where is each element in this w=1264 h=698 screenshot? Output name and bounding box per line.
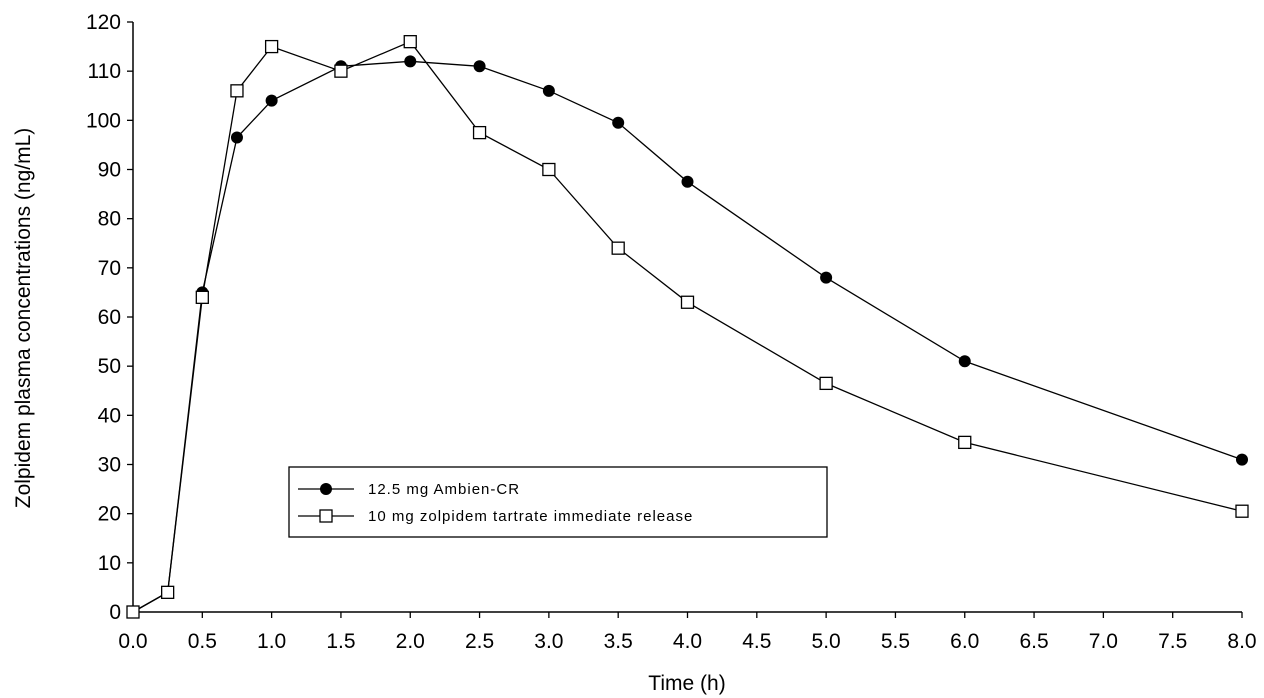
x-tick-label: 6.5 bbox=[1019, 630, 1048, 653]
x-tick-label: 3.0 bbox=[534, 630, 563, 653]
data-point-series-1 bbox=[265, 94, 278, 107]
data-point-series-2 bbox=[195, 290, 209, 304]
y-tick-label: 0 bbox=[109, 601, 121, 624]
y-tick-label: 70 bbox=[98, 257, 121, 280]
data-point-series-2 bbox=[126, 605, 140, 619]
x-tick-label: 6.0 bbox=[950, 630, 979, 653]
data-point-series-2 bbox=[1235, 504, 1249, 518]
legend-label-zolpidem: 10 mg zolpidem tartrate immediate releas… bbox=[368, 508, 693, 525]
legend-marker-zolpidem bbox=[319, 509, 333, 523]
y-tick-label: 90 bbox=[98, 159, 121, 182]
x-tick-label: 7.0 bbox=[1089, 630, 1118, 653]
x-tick-label: 4.5 bbox=[742, 630, 771, 653]
x-tick-label: 3.5 bbox=[604, 630, 633, 653]
x-tick-label: 1.0 bbox=[257, 630, 286, 653]
x-tick-label: 2.0 bbox=[396, 630, 425, 653]
data-point-series-2 bbox=[680, 295, 695, 309]
data-point-series-2 bbox=[403, 35, 417, 49]
legend-box bbox=[288, 466, 828, 538]
data-point-series-1 bbox=[820, 271, 833, 284]
y-ticks: 0 10 20 30 40 50 60 70 80 90 100 110 120 bbox=[86, 11, 133, 624]
data-point-series-2 bbox=[334, 64, 348, 78]
x-tick-label: 8.0 bbox=[1227, 630, 1256, 653]
data-point-series-2 bbox=[264, 39, 279, 54]
data-point-series-2 bbox=[472, 125, 487, 140]
x-tick-label: 0.0 bbox=[118, 630, 147, 653]
y-tick-label: 40 bbox=[98, 404, 121, 427]
series-line-2 bbox=[132, 40, 1243, 613]
y-tick-label: 80 bbox=[98, 208, 121, 231]
data-point-series-2 bbox=[611, 241, 625, 255]
x-axis-title: Time (h) bbox=[648, 672, 725, 695]
x-tick-label: 7.5 bbox=[1158, 630, 1187, 653]
y-tick-label: 110 bbox=[88, 60, 121, 83]
data-point-series-1 bbox=[1236, 453, 1248, 466]
x-tick-label: 1.5 bbox=[326, 630, 355, 653]
data-point-series-2 bbox=[161, 585, 175, 599]
data-point-series-1 bbox=[958, 355, 971, 368]
x-tick-label: 5.5 bbox=[881, 630, 910, 653]
y-tick-label: 50 bbox=[98, 355, 121, 378]
y-tick-label: 120 bbox=[86, 11, 121, 34]
data-point-series-2 bbox=[542, 162, 556, 177]
legend: 12.5 mg Ambien-CR 10 mg zolpidem tartrat… bbox=[288, 466, 828, 538]
legend-label-ambien: 12.5 mg Ambien-CR bbox=[368, 481, 520, 498]
data-point-series-1 bbox=[681, 175, 694, 188]
y-tick-label: 10 bbox=[98, 552, 121, 575]
legend-marker-ambien bbox=[320, 483, 332, 495]
data-point-series-1 bbox=[230, 131, 243, 144]
data-point-series-2 bbox=[958, 435, 972, 450]
x-ticks: 0.0 0.5 1.0 1.5 2.0 2.5 3.0 3.5 4.0 4.5 5.0 5.5 6.0 6… bbox=[118, 612, 1257, 653]
x-tick-label: 0.5 bbox=[188, 630, 217, 653]
y-tick-label: 30 bbox=[98, 454, 121, 477]
y-axis-title: Zolpidem plasma concentrations (ng/mL) bbox=[12, 128, 35, 509]
data-point-series-1 bbox=[612, 116, 625, 129]
y-tick-label: 100 bbox=[86, 109, 121, 132]
data-point-series-1 bbox=[542, 84, 555, 97]
y-tick-label: 20 bbox=[98, 503, 121, 526]
data-point-series-2 bbox=[230, 84, 244, 98]
x-tick-label: 2.5 bbox=[465, 630, 494, 653]
series-layer bbox=[126, 35, 1249, 619]
y-tick-label: 60 bbox=[98, 306, 121, 329]
x-tick-label: 4.0 bbox=[673, 630, 702, 653]
data-point-series-1 bbox=[473, 60, 486, 73]
data-point-series-2 bbox=[819, 376, 833, 391]
x-tick-label: 5.0 bbox=[812, 630, 841, 653]
data-point-series-1 bbox=[404, 55, 417, 68]
